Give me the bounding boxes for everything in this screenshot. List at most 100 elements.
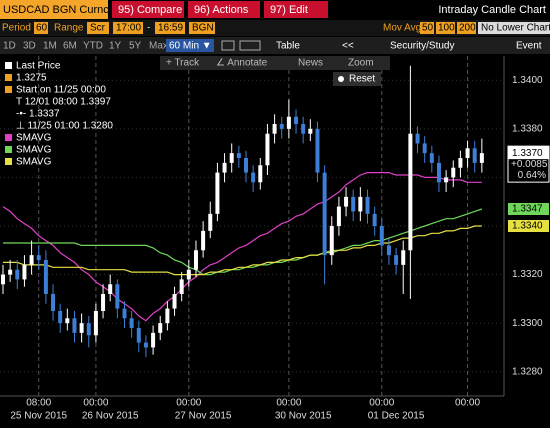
field-value[interactable]: Scr: [90, 23, 106, 34]
icon[interactable]: [239, 40, 261, 51]
candle-body: [1, 274, 5, 285]
range-button[interactable]: 5Y: [129, 41, 142, 52]
date-label: 26 Nov 2015: [82, 411, 139, 422]
candle-body: [351, 196, 356, 212]
change-pct-label: 0.64%: [518, 170, 546, 181]
legend-swatch: [5, 146, 12, 153]
range-buttons: 1D 3D 1M 6M YTD 1Y 5Y Max: [3, 41, 168, 52]
reset-button[interactable]: [333, 72, 381, 86]
legend-label: 1.3275: [16, 73, 47, 84]
candle-body: [136, 328, 141, 343]
interval-box[interactable]: [166, 39, 214, 52]
range-button[interactable]: 1D: [3, 41, 16, 52]
candle-body: [265, 133, 270, 166]
candle-body: [344, 196, 349, 207]
candle-body: [158, 323, 163, 333]
icon[interactable]: [221, 40, 235, 51]
tool[interactable]: News: [298, 58, 323, 69]
field-value[interactable]: 17:00: [116, 23, 141, 34]
tab[interactable]: [188, 1, 260, 18]
candle-body: [179, 279, 184, 294]
tool[interactable]: + Track: [166, 58, 200, 69]
label: Range: [54, 23, 84, 34]
ma-value-box: [508, 220, 549, 232]
tool[interactable]: ∠ Annotate: [216, 58, 268, 69]
tab-label[interactable]: 95) Compare: [118, 4, 182, 16]
field-value[interactable]: 50: [422, 23, 434, 34]
candle-body: [451, 167, 456, 178]
field[interactable]: [420, 22, 434, 34]
candle-body: [151, 332, 156, 348]
label: Mov Avg: [383, 23, 421, 34]
candle-body: [51, 294, 56, 311]
candle-body: [329, 226, 334, 256]
field[interactable]: [436, 22, 455, 34]
field[interactable]: [34, 22, 48, 34]
field-value[interactable]: No Lower Chart: [481, 23, 550, 34]
candle-body: [65, 318, 70, 324]
field-value[interactable]: 100: [438, 23, 455, 34]
candle-body: [408, 133, 413, 251]
separator: -: [147, 23, 150, 34]
field-value[interactable]: 200: [459, 23, 476, 34]
range-button[interactable]: 6M: [63, 41, 77, 52]
candle-body: [72, 318, 77, 333]
ma-value-label: 1.3340: [512, 221, 543, 232]
legend-label: SMAVG: [16, 133, 52, 144]
y-tick-label: 1.3300: [512, 318, 543, 329]
tab[interactable]: [264, 1, 328, 18]
candle-body: [236, 153, 241, 158]
moving-average: [3, 225, 482, 276]
field[interactable]: [113, 22, 143, 34]
range-button[interactable]: 1M: [43, 41, 57, 52]
legend-label: Start on 11/25 00:00: [16, 85, 106, 96]
tool[interactable]: Zoom: [348, 58, 374, 69]
field[interactable]: [457, 22, 476, 34]
date-label: 30 Nov 2015: [275, 411, 332, 422]
field[interactable]: [155, 22, 185, 34]
field-value[interactable]: 60: [36, 23, 48, 34]
field[interactable]: [87, 22, 109, 34]
field[interactable]: [189, 22, 215, 34]
candle-body: [458, 158, 463, 168]
range-button[interactable]: YTD: [83, 41, 103, 52]
candle-body: [15, 269, 20, 280]
range-button[interactable]: 3D: [23, 41, 36, 52]
field-value[interactable]: BGN: [192, 23, 214, 34]
field-value[interactable]: 16:59: [158, 23, 183, 34]
x-tick-label: 00:00: [176, 398, 201, 409]
legend-swatch: [5, 74, 12, 81]
candle-body: [365, 196, 370, 214]
x-tick-label: 00:00: [369, 398, 394, 409]
candle-body: [472, 148, 477, 163]
candle-body: [429, 153, 434, 163]
candle-body: [422, 143, 427, 154]
candle-body: [415, 133, 420, 144]
legend-label: Last Price: [16, 61, 61, 72]
y-tick-label: 1.3400: [512, 75, 543, 86]
candle-body: [479, 153, 484, 163]
field[interactable]: [478, 22, 550, 34]
tab-label[interactable]: 97) Edit: [270, 4, 308, 16]
range-button[interactable]: 1Y: [109, 41, 122, 52]
range-button[interactable]: Max: [149, 41, 168, 52]
table-button[interactable]: Table: [276, 41, 300, 52]
tab[interactable]: [112, 1, 184, 18]
security-box[interactable]: [0, 0, 108, 19]
study-button[interactable]: Security/Study: [390, 41, 454, 52]
window-title: Intraday Candle Chart: [438, 4, 546, 16]
reset-icon[interactable]: [338, 76, 344, 82]
tab-label[interactable]: 96) Actions: [194, 4, 249, 16]
candle-body: [186, 269, 191, 280]
candle-body: [93, 311, 98, 336]
legend-swatch: [5, 134, 12, 141]
reset-label[interactable]: Reset: [349, 74, 375, 85]
x-tick-label: 00:00: [83, 398, 108, 409]
candle-body: [294, 116, 299, 124]
candle-body: [58, 311, 63, 324]
security[interactable]: USDCAD BGN Curncy: [3, 4, 115, 16]
back-button[interactable]: <<: [342, 41, 354, 52]
interval[interactable]: 60 Min ▼: [169, 41, 212, 52]
event-button[interactable]: Event: [516, 41, 542, 52]
legend-label: T 12/01 08:00 1.3397: [16, 97, 111, 108]
